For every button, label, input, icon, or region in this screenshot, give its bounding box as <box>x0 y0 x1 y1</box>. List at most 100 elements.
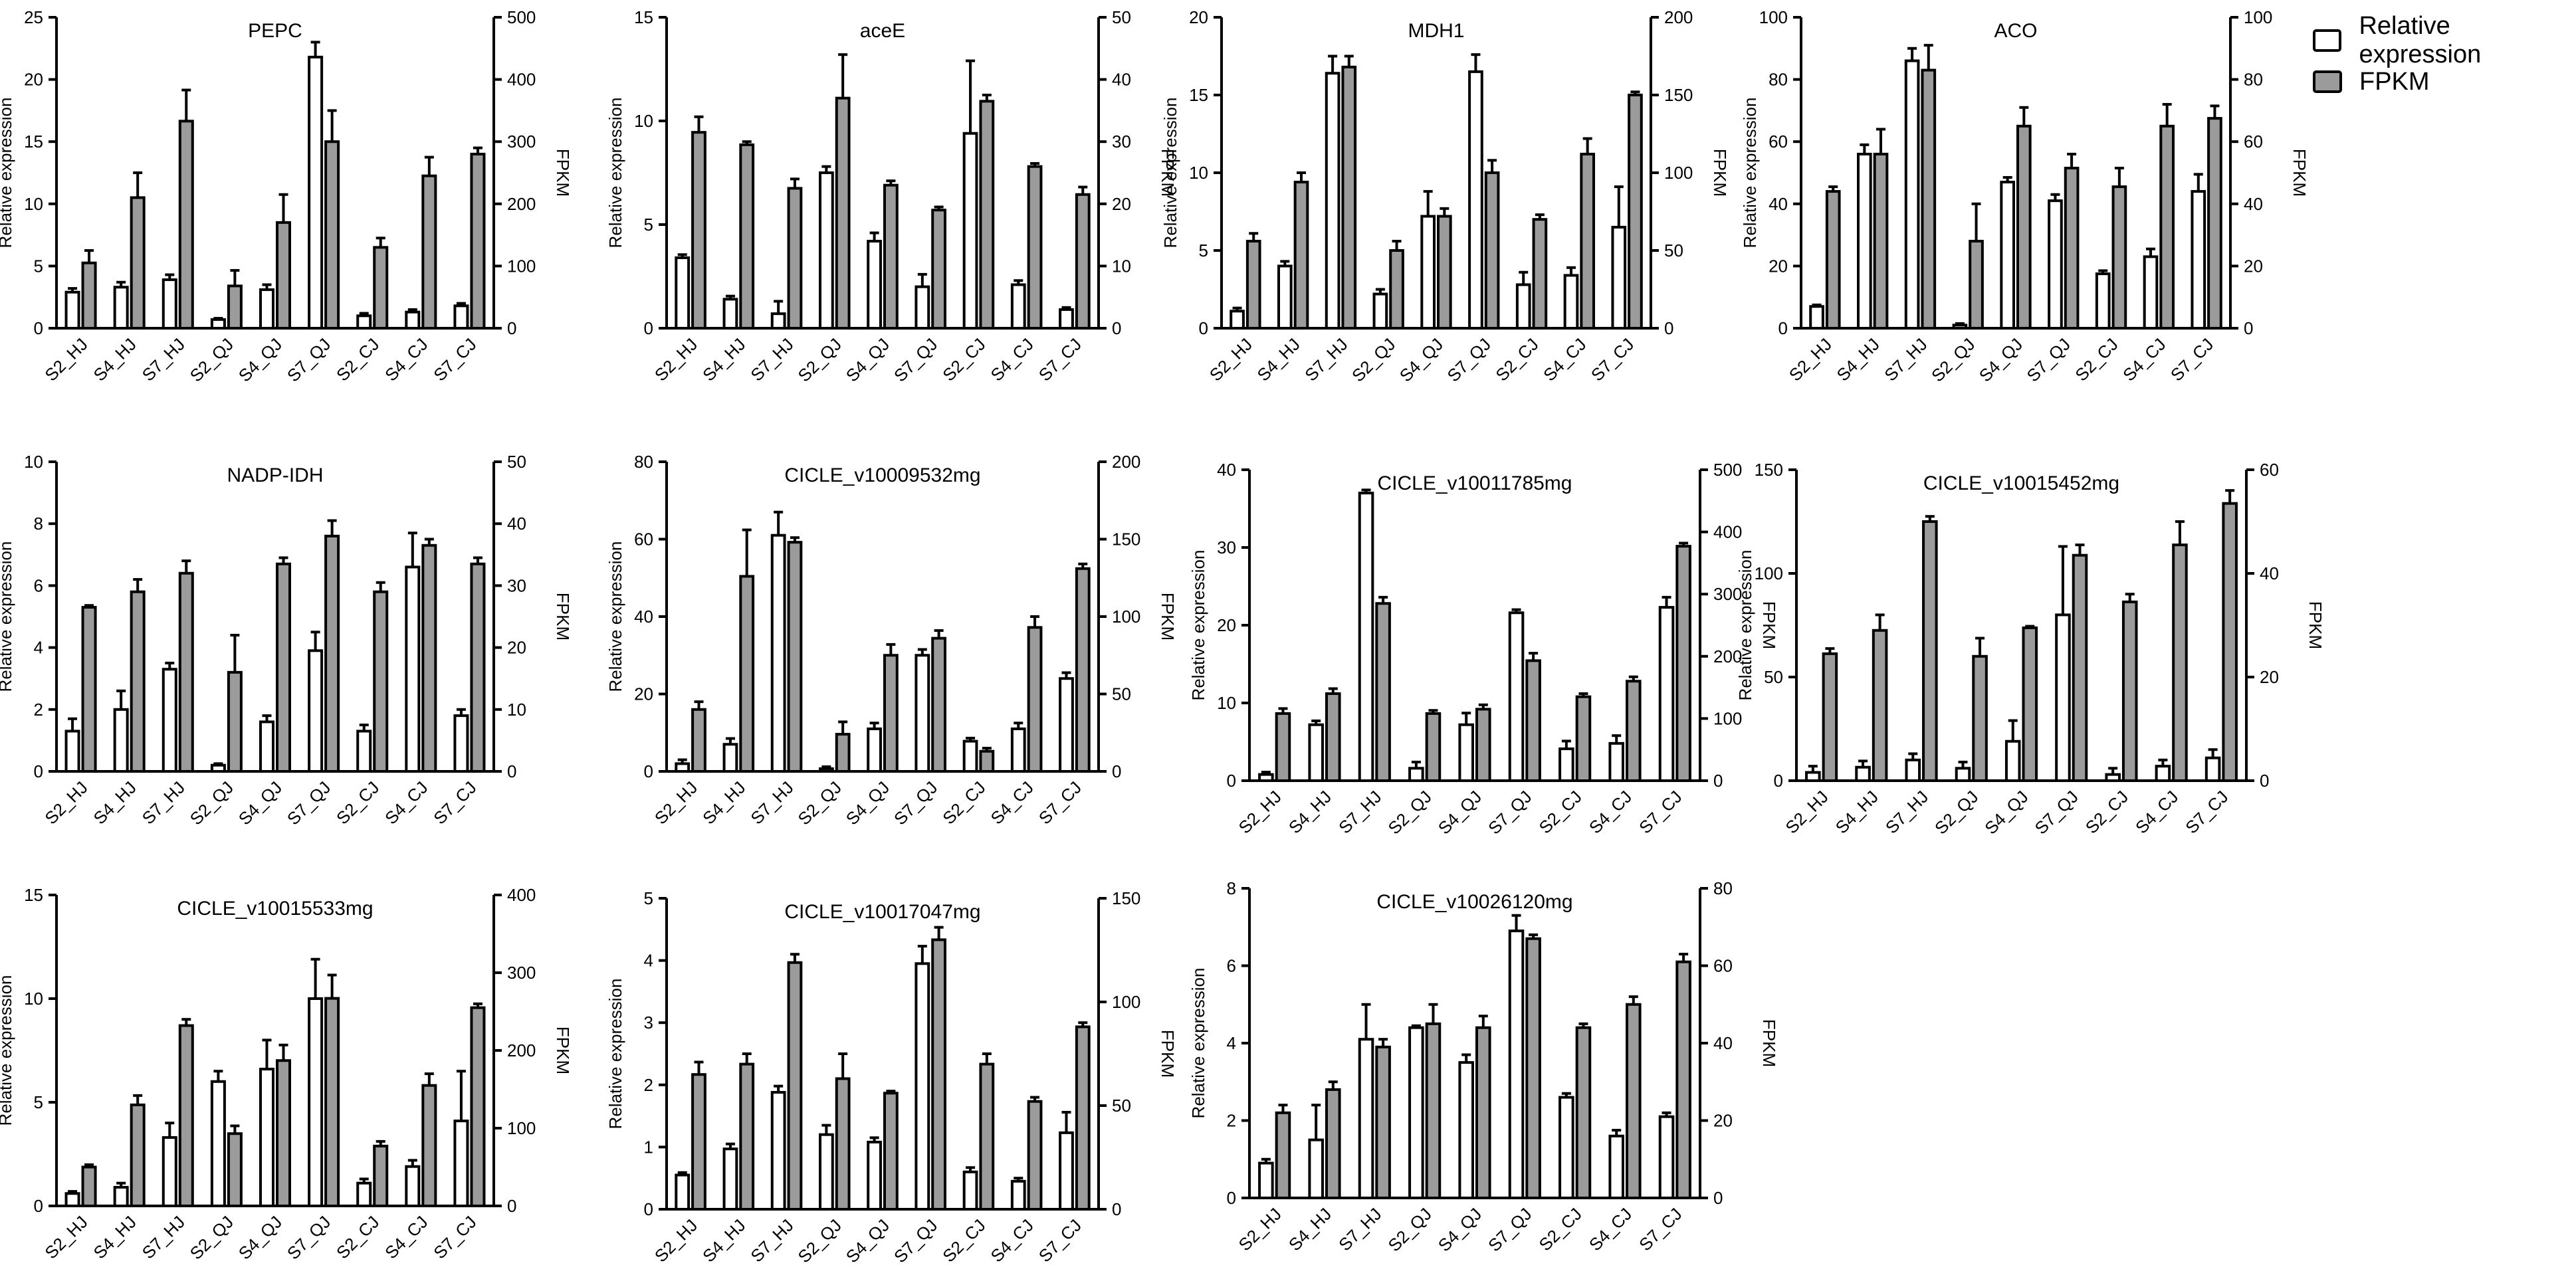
bar-relative-expression <box>259 720 275 773</box>
right-tick-label: 100 <box>507 1118 536 1138</box>
left-tick-label: 60 <box>634 530 653 549</box>
bar-fpkm <box>691 708 706 773</box>
bar-relative-expression <box>453 714 469 773</box>
bar-fpkm <box>1027 1100 1043 1211</box>
bar-fpkm <box>2159 124 2175 330</box>
y-axis-title-right: FPKM <box>1759 1019 1779 1067</box>
bar-fpkm <box>1027 165 1043 330</box>
right-tick-label: 150 <box>1112 888 1140 908</box>
left-tick-label: 0 <box>644 761 653 781</box>
x-tick-label: S2_QJ <box>186 334 237 385</box>
x-tick-label: S4_QJ <box>1396 334 1447 385</box>
bar-fpkm <box>1525 659 1541 782</box>
left-tick-label: 5 <box>34 256 43 276</box>
x-tick-label: S2_QJ <box>794 334 845 385</box>
right-tick-label: 50 <box>1112 1096 1131 1116</box>
right-tick-label: 50 <box>1664 241 1683 260</box>
chart-title: ACO <box>1994 20 2037 42</box>
bar-fpkm <box>1425 712 1442 782</box>
bar-fpkm <box>178 1024 194 1208</box>
x-tick-label: S7_HJ <box>1301 334 1351 385</box>
bar-relative-expression <box>1010 283 1026 330</box>
right-tick-label: 0 <box>1713 1188 1723 1208</box>
bar-relative-expression <box>1809 305 1824 330</box>
x-tick-label: S7_HJ <box>1881 787 1932 837</box>
x-tick-label: S4_CJ <box>1539 334 1590 385</box>
bar-relative-expression <box>1308 723 1324 783</box>
x-tick-label: S7_CJ <box>2181 787 2232 837</box>
right-tick-label: 150 <box>1664 85 1693 105</box>
chart-title: CICLE_v10009532mg <box>784 464 980 486</box>
x-tick-label: S7_QJ <box>2023 334 2074 385</box>
bar-fpkm <box>1628 94 1643 330</box>
bar-relative-expression <box>2048 199 2063 330</box>
bar-relative-expression <box>2143 255 2159 330</box>
x-tick-label: S4_QJ <box>842 1215 893 1266</box>
bar-fpkm <box>373 246 389 330</box>
left-tick-label: 10 <box>24 194 43 214</box>
bar-relative-expression <box>1608 741 1624 782</box>
y-axis-title-right: FPKM <box>1759 601 1779 649</box>
bar-relative-expression <box>1508 611 1525 783</box>
bar-fpkm <box>1675 960 1691 1200</box>
x-tick-label: S2_HJ <box>1235 1204 1285 1254</box>
bar-relative-expression <box>2004 739 2021 782</box>
x-tick-label: S7_HJ <box>746 1215 797 1266</box>
bar-relative-expression <box>1805 771 1821 783</box>
bar-relative-expression <box>1658 606 1675 783</box>
bar-fpkm <box>1341 65 1357 330</box>
x-tick-label: S4_CJ <box>2131 787 2182 837</box>
legend: Relative expression FPKM <box>2313 12 2576 102</box>
left-tick-label: 0 <box>34 761 43 781</box>
x-tick-label: S4_HJ <box>90 334 140 385</box>
right-tick-label: 500 <box>1713 460 1742 480</box>
left-tick-label: 40 <box>634 607 653 627</box>
bar-fpkm <box>739 1062 755 1211</box>
bar-relative-expression <box>161 1136 177 1208</box>
bar-fpkm <box>470 562 486 773</box>
x-tick-label: S2_CJ <box>938 1215 989 1266</box>
bar-fpkm <box>227 1132 243 1207</box>
bar-fpkm <box>1873 152 1889 330</box>
left-tick-label: 3 <box>644 1013 653 1033</box>
x-tick-label: S4_CJ <box>381 334 431 385</box>
bar-fpkm <box>2172 543 2188 782</box>
bar-relative-expression <box>1258 1161 1274 1199</box>
x-tick-label: S2_HJ <box>1206 334 1256 385</box>
x-tick-label: S4_CJ <box>2119 334 2169 385</box>
x-tick-label: S4_CJ <box>381 1212 431 1262</box>
x-tick-label: S4_QJ <box>1975 334 2026 385</box>
left-tick-label: 10 <box>634 111 653 131</box>
bar-fpkm <box>931 637 946 773</box>
x-tick-label: S4_HJ <box>698 1215 749 1266</box>
x-tick-label: S2_HJ <box>1235 787 1285 837</box>
bar-fpkm <box>1425 1022 1442 1199</box>
x-tick-label: S7_QJ <box>283 777 334 829</box>
bar-relative-expression <box>1325 72 1341 330</box>
bar-fpkm <box>421 543 437 773</box>
x-tick-label: S2_CJ <box>2071 334 2121 385</box>
bar-relative-expression <box>1855 765 1871 782</box>
y-axis-title-left: Relative expression <box>605 98 625 248</box>
bar-relative-expression <box>722 743 738 773</box>
x-tick-label: S2_QJ <box>1384 1204 1435 1255</box>
right-tick-label: 400 <box>507 70 536 90</box>
bar-fpkm <box>1972 654 1988 782</box>
left-tick-label: 100 <box>1755 563 1783 583</box>
left-tick-label: 20 <box>1189 7 1208 27</box>
bar-fpkm <box>2111 185 2127 330</box>
bar-fpkm <box>1580 152 1595 330</box>
bar-fpkm <box>1822 652 1838 783</box>
right-tick-label: 0 <box>1713 771 1723 791</box>
bar-relative-expression <box>210 318 226 330</box>
x-tick-label: S2_HJ <box>41 334 91 385</box>
bar-relative-expression <box>962 1170 978 1211</box>
bar-relative-expression <box>1408 1026 1424 1199</box>
bar-fpkm <box>1075 193 1091 330</box>
left-tick-label: 0 <box>644 318 653 338</box>
bar-relative-expression <box>770 312 786 330</box>
legend-item-relative-expression: Relative expression <box>2313 12 2576 68</box>
bar-fpkm <box>1375 1045 1391 1199</box>
bar-relative-expression <box>675 762 691 773</box>
left-tick-label: 20 <box>24 70 43 90</box>
